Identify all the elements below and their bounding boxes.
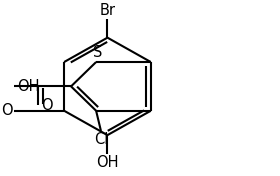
Text: Cl: Cl	[94, 132, 108, 147]
Text: OH: OH	[96, 155, 119, 169]
Text: S: S	[93, 45, 102, 60]
Text: OH: OH	[17, 79, 39, 94]
Text: Br: Br	[99, 3, 115, 18]
Text: O: O	[41, 98, 53, 112]
Text: O: O	[2, 103, 13, 118]
